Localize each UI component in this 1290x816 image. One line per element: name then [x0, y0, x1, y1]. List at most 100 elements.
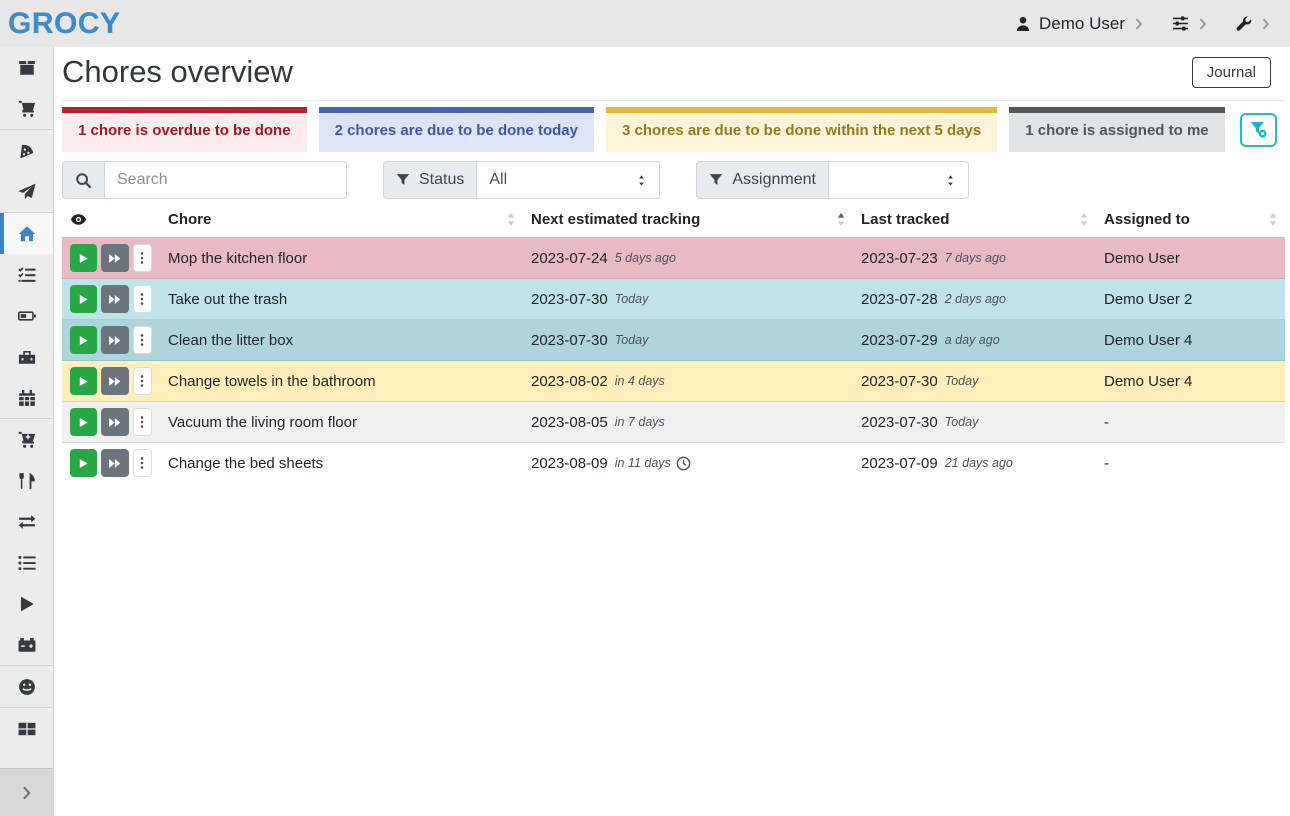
- sidebar-item-batteries-overview[interactable]: [0, 295, 53, 336]
- skip-chore-button[interactable]: [100, 408, 129, 436]
- assignment-filter-addon: Assignment: [696, 161, 829, 199]
- utensils-icon: [18, 472, 35, 489]
- chore-row-menu-button[interactable]: [132, 285, 153, 313]
- sidebar-item-calendar[interactable]: [0, 377, 53, 418]
- sidebar: [0, 47, 54, 816]
- ellipsis-v-icon: [141, 457, 144, 470]
- skip-chore-button[interactable]: [100, 449, 129, 478]
- sidebar-item-reports[interactable]: [0, 708, 53, 749]
- column-label: Assigned to: [1104, 211, 1190, 228]
- chores-table-body: Mop the kitchen floor 2023-07-24 5 days ag…: [62, 237, 1285, 484]
- sidebar-collapse-button[interactable]: [0, 768, 53, 816]
- cart-icon: [18, 100, 35, 117]
- settings-menu[interactable]: [1172, 15, 1209, 32]
- column-header-next-estimated-tracking[interactable]: Next estimated tracking: [523, 205, 853, 238]
- chore-row: Take out the trash 2023-07-30 Today 2023-07…: [62, 278, 1285, 320]
- chore-row-menu-button[interactable]: [132, 367, 153, 395]
- track-chore-button[interactable]: [70, 285, 97, 313]
- chore-row: Change towels in the bathroom 2023-08-02 i…: [62, 360, 1285, 402]
- skip-chore-button[interactable]: [100, 367, 129, 395]
- assigned-to-cell: Demo User 2: [1096, 278, 1285, 320]
- status-select[interactable]: All: [476, 161, 661, 199]
- filter-icon: [396, 173, 410, 187]
- top-navbar: GROCY Demo User: [0, 0, 1290, 47]
- skip-chore-button[interactable]: [100, 326, 129, 354]
- next-tracking-cell: 2023-08-05 in 7 days: [523, 401, 853, 443]
- clock-icon: [676, 456, 691, 471]
- assignment-filter-group: Assignment: [696, 161, 969, 199]
- checklist-icon: [17, 266, 35, 282]
- track-chore-button[interactable]: [70, 326, 97, 354]
- journal-button[interactable]: Journal: [1191, 56, 1271, 88]
- alert-due-today[interactable]: 2 chores are due to be done today: [318, 107, 594, 152]
- sidebar-item-meal-plan[interactable]: [0, 171, 53, 212]
- last-tracked-cell: 2023-07-29 a day ago: [853, 319, 1096, 361]
- fast-forward-icon: [109, 335, 121, 345]
- track-chore-button[interactable]: [70, 367, 97, 395]
- clear-filters-button[interactable]: [1240, 112, 1277, 147]
- sidebar-item-chore-tracking[interactable]: [0, 583, 53, 624]
- alert-assigned-me[interactable]: 1 chore is assigned to me: [1009, 107, 1225, 152]
- search-addon: [62, 161, 105, 199]
- ellipsis-v-icon: [141, 334, 144, 346]
- fast-forward-icon: [109, 294, 121, 304]
- filter-icon: [709, 173, 723, 187]
- main-content: Chores overview Journal 1 chore is overd…: [54, 47, 1290, 816]
- sort-icon: [1080, 213, 1088, 226]
- skip-chore-button[interactable]: [100, 244, 129, 272]
- alert-due-soon[interactable]: 3 chores are due to be done within the n…: [605, 107, 998, 152]
- column-header-last-tracked[interactable]: Last tracked: [853, 205, 1096, 238]
- next-tracking-cell: 2023-07-30 Today: [523, 319, 853, 361]
- sidebar-item-stock-overview[interactable]: [0, 47, 53, 88]
- sidebar-item-consume[interactable]: [0, 460, 53, 501]
- sidebar-item-shopping-list[interactable]: [0, 88, 53, 129]
- play-icon: [79, 376, 88, 386]
- search-input[interactable]: [104, 161, 347, 199]
- sidebar-divider: [0, 212, 53, 213]
- exchange-icon: [18, 514, 35, 529]
- column-label: Chore: [168, 211, 212, 228]
- chore-row-menu-button[interactable]: [132, 408, 153, 436]
- sidebar-item-purchase[interactable]: [0, 419, 53, 460]
- chore-row-menu-button[interactable]: [132, 326, 153, 354]
- play-icon: [79, 458, 88, 468]
- sidebar-divider: [0, 129, 53, 130]
- track-chore-button[interactable]: [70, 449, 97, 478]
- column-visibility-header[interactable]: [62, 205, 160, 238]
- chore-row-menu-button[interactable]: [132, 244, 153, 272]
- sidebar-item-chores-overview[interactable]: [0, 213, 53, 254]
- app-logo[interactable]: GROCY: [8, 6, 121, 40]
- battery-icon: [17, 310, 36, 321]
- chevron-right-icon: [20, 786, 34, 800]
- sidebar-divider: [0, 707, 53, 708]
- fast-forward-icon: [109, 376, 121, 386]
- user-menu[interactable]: Demo User: [1015, 14, 1145, 34]
- track-chore-button[interactable]: [70, 408, 97, 436]
- sidebar-item-tasks[interactable]: [0, 254, 53, 295]
- alert-overdue[interactable]: 1 chore is overdue to be done: [62, 107, 307, 152]
- navbar-right: Demo User: [1015, 14, 1272, 34]
- chore-row-menu-button[interactable]: [132, 449, 153, 478]
- sidebar-item-battery-tracking[interactable]: [0, 624, 53, 665]
- ellipsis-v-icon: [141, 375, 144, 387]
- sidebar-item-equipment[interactable]: [0, 336, 53, 377]
- column-header-chore[interactable]: Chore: [160, 205, 523, 238]
- eye-icon: [70, 211, 152, 228]
- assigned-to-cell: -: [1096, 442, 1285, 484]
- play-icon: [20, 596, 34, 611]
- select-caret-icon: [636, 174, 647, 186]
- play-icon: [79, 335, 88, 345]
- column-header-assigned-to[interactable]: Assigned to: [1096, 205, 1285, 238]
- sidebar-item-inventory[interactable]: [0, 542, 53, 583]
- pizza-icon: [19, 144, 33, 159]
- ellipsis-v-icon: [141, 293, 144, 305]
- assignment-select[interactable]: [827, 161, 969, 199]
- sidebar-item-recipes[interactable]: [0, 130, 53, 171]
- sidebar-item-transfer[interactable]: [0, 501, 53, 542]
- admin-menu[interactable]: [1236, 15, 1272, 32]
- track-chore-button[interactable]: [70, 244, 97, 272]
- last-tracked-cell: 2023-07-28 2 days ago: [853, 278, 1096, 320]
- wrench-icon: [1236, 15, 1252, 32]
- skip-chore-button[interactable]: [100, 285, 129, 313]
- sidebar-item-users[interactable]: [0, 666, 53, 707]
